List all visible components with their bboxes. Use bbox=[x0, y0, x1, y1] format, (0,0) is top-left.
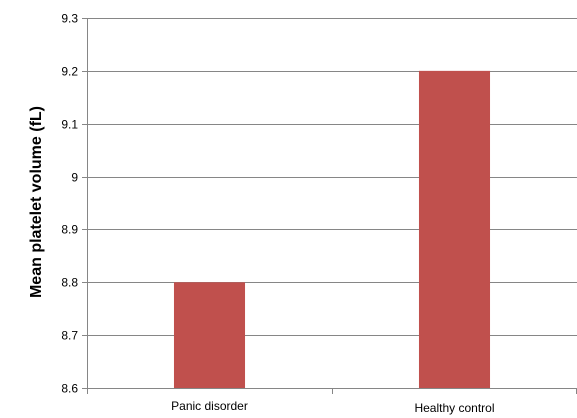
x-tick-label: Healthy control bbox=[414, 401, 494, 415]
y-axis-title: Mean platelet volume (fL) bbox=[28, 106, 45, 298]
y-tick-label: 8.7 bbox=[61, 329, 78, 343]
bars bbox=[173, 70, 491, 388]
gridlines bbox=[87, 18, 577, 336]
axes bbox=[82, 18, 577, 394]
y-tick-label: 8.9 bbox=[61, 223, 78, 237]
y-tick-label: 9.2 bbox=[61, 65, 78, 79]
y-tick-label: 9 bbox=[71, 171, 78, 185]
x-tick-label: Panic disorder bbox=[171, 399, 248, 413]
y-tick-label: 8.6 bbox=[61, 382, 78, 396]
bar bbox=[418, 70, 491, 388]
bar bbox=[173, 282, 246, 388]
y-tick-labels: 8.6 8.7 8.8 8.9 9 9.1 9.2 9.3 bbox=[61, 12, 78, 396]
y-tick-label: 8.8 bbox=[61, 276, 78, 290]
y-tick-label: 9.1 bbox=[61, 118, 78, 132]
y-tick-label: 9.3 bbox=[61, 12, 78, 26]
x-tick-labels: Panic disorder Healthy control bbox=[171, 399, 494, 415]
